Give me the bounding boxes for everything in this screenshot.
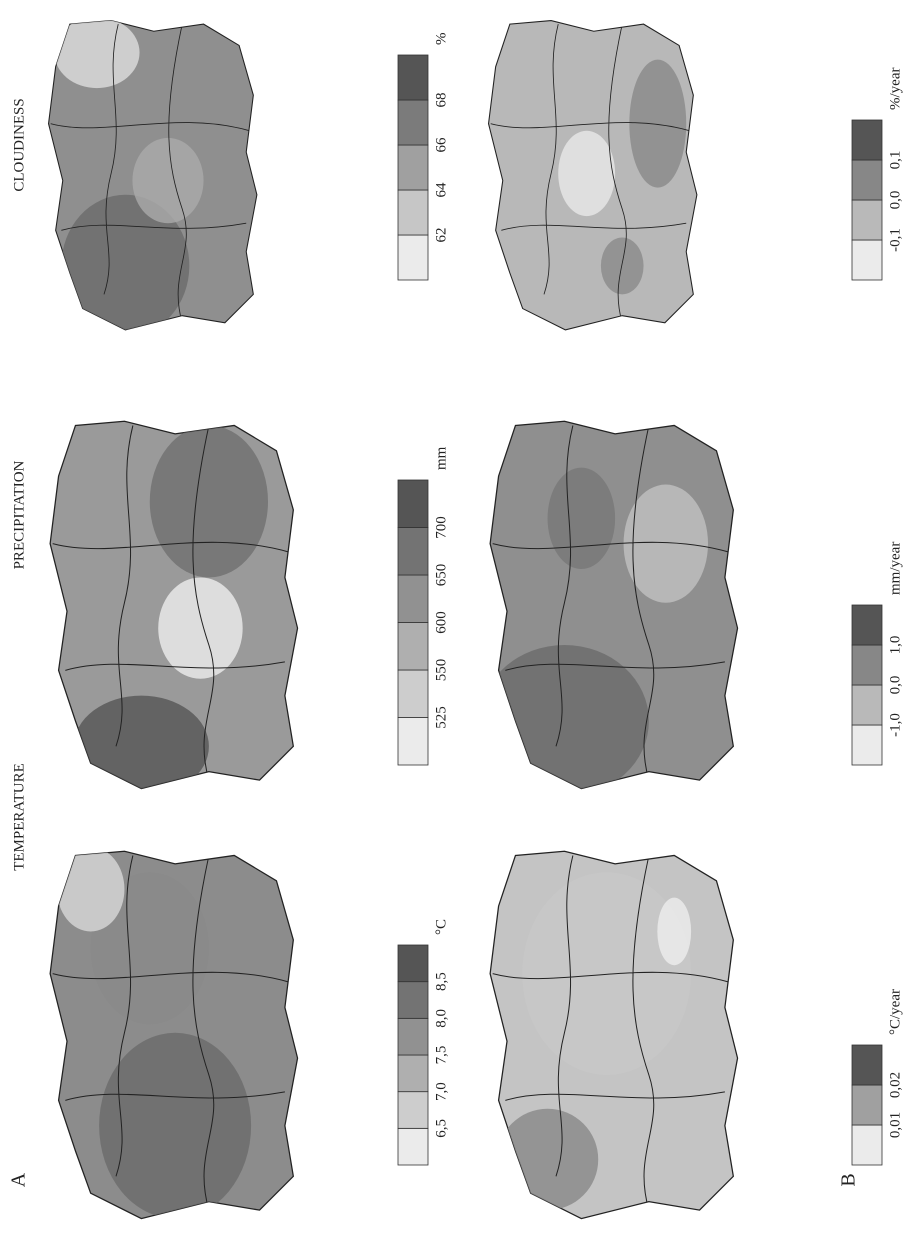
legend-swatch <box>398 55 428 100</box>
contour-region <box>601 237 644 294</box>
legend-swatch <box>398 982 428 1019</box>
map <box>490 851 737 1218</box>
contour-region <box>548 468 616 569</box>
legend-swatch <box>852 1085 882 1125</box>
legend-swatch <box>398 623 428 671</box>
legend-unit: °C/year <box>887 989 903 1035</box>
map <box>49 17 257 337</box>
contour-region <box>132 138 203 223</box>
legend-swatch <box>398 480 428 528</box>
contour-region <box>629 60 686 188</box>
figure: A TEMPERATURE 6,5 7,0 7,5 8,0 8,5 °C PRECIPITATI… <box>0 0 906 1237</box>
legend-label: 0,0 <box>887 191 903 210</box>
map <box>50 421 297 797</box>
legend-swatch <box>398 670 428 718</box>
legend-label: 0,02 <box>887 1072 903 1098</box>
contour-region <box>497 1109 598 1210</box>
map-title: TEMPERATURE <box>11 763 27 871</box>
contour-region <box>657 898 691 966</box>
contour-region <box>480 645 649 797</box>
legend-swatch <box>398 1092 428 1129</box>
legend-swatch <box>398 190 428 235</box>
legend-label: 525 <box>433 706 449 729</box>
map <box>480 421 738 797</box>
legend-label: 8,0 <box>433 1009 449 1028</box>
map-title: PRECIPITATION <box>11 460 27 569</box>
map <box>50 847 297 1219</box>
legend-label: 8,5 <box>433 972 449 991</box>
legend-swatch <box>852 1125 882 1165</box>
legend-label: 0,1 <box>887 151 903 170</box>
legend-label: 7,5 <box>433 1046 449 1065</box>
contour-region <box>158 577 242 678</box>
contour-region <box>74 696 209 797</box>
legend-swatch <box>398 1055 428 1092</box>
legend-unit: °C <box>433 919 449 935</box>
landscape-frame: A TEMPERATURE 6,5 7,0 7,5 8,0 8,5 °C PRECIPITATI… <box>8 17 904 1219</box>
legend-swatch <box>398 235 428 280</box>
panel-label: B <box>838 1173 860 1186</box>
legend-label: 7,0 <box>433 1082 449 1101</box>
legend-label: 64 <box>433 182 449 198</box>
legend-unit: %/year <box>887 68 903 110</box>
legend-swatch <box>398 945 428 982</box>
legend-swatch <box>852 645 882 685</box>
legend-swatch <box>398 145 428 190</box>
page: A TEMPERATURE 6,5 7,0 7,5 8,0 8,5 °C PRECIPITATI… <box>0 0 906 1237</box>
legend-label: 62 <box>433 228 449 243</box>
legend-swatch <box>398 575 428 623</box>
legend-label: 650 <box>433 564 449 587</box>
legend-label: 700 <box>433 516 449 539</box>
contour-region <box>54 17 139 88</box>
legend-swatch <box>852 725 882 765</box>
legend-unit: mm <box>433 446 449 470</box>
legend-swatch <box>852 160 882 200</box>
legend-swatch <box>852 200 882 240</box>
legend-label: 0,0 <box>887 676 903 695</box>
map-title: CLOUDINESS <box>11 98 27 191</box>
legend-label: 1,0 <box>887 636 903 655</box>
legend-swatch <box>852 1045 882 1085</box>
legend-unit: % <box>433 33 449 46</box>
legend-swatch <box>852 685 882 725</box>
legend-swatch <box>398 718 428 766</box>
legend-label: 66 <box>433 137 449 153</box>
panel-label: A <box>8 1172 30 1187</box>
legend-label: 600 <box>433 611 449 634</box>
legend-label: 0,01 <box>887 1112 903 1138</box>
legend-label: 68 <box>433 93 449 108</box>
legend-swatch <box>398 1018 428 1055</box>
legend-swatch <box>852 605 882 645</box>
legend-swatch <box>852 240 882 280</box>
legend-label: -1,0 <box>887 713 903 737</box>
legend-label: 550 <box>433 659 449 682</box>
contour-region <box>150 425 268 577</box>
legend-label: 6,5 <box>433 1119 449 1138</box>
legend-swatch <box>852 120 882 160</box>
contour-region <box>57 847 125 931</box>
legend-label: -0,1 <box>887 228 903 252</box>
contour-region <box>558 131 615 216</box>
legend-unit: mm/year <box>887 542 903 595</box>
map <box>489 21 697 330</box>
legend-swatch <box>398 1128 428 1165</box>
legend-swatch <box>398 528 428 576</box>
legend-swatch <box>398 100 428 145</box>
